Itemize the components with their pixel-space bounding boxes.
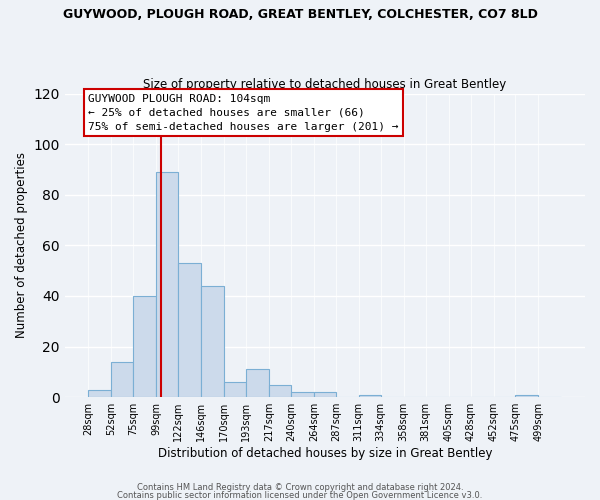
Y-axis label: Number of detached properties: Number of detached properties	[15, 152, 28, 338]
Bar	[359, 394, 381, 397]
Bar	[246, 370, 269, 397]
Bar	[269, 384, 291, 397]
Bar	[291, 392, 314, 397]
Bar	[112, 362, 133, 397]
Bar	[156, 172, 178, 397]
Text: GUYWOOD PLOUGH ROAD: 104sqm
← 25% of detached houses are smaller (66)
75% of sem: GUYWOOD PLOUGH ROAD: 104sqm ← 25% of det…	[88, 94, 399, 132]
Bar	[201, 286, 224, 397]
Bar	[133, 296, 156, 397]
Bar	[314, 392, 336, 397]
Bar	[515, 394, 538, 397]
Text: Contains public sector information licensed under the Open Government Licence v3: Contains public sector information licen…	[118, 490, 482, 500]
X-axis label: Distribution of detached houses by size in Great Bentley: Distribution of detached houses by size …	[158, 447, 492, 460]
Text: GUYWOOD, PLOUGH ROAD, GREAT BENTLEY, COLCHESTER, CO7 8LD: GUYWOOD, PLOUGH ROAD, GREAT BENTLEY, COL…	[62, 8, 538, 20]
Bar	[224, 382, 246, 397]
Bar	[178, 263, 201, 397]
Title: Size of property relative to detached houses in Great Bentley: Size of property relative to detached ho…	[143, 78, 506, 91]
Bar	[88, 390, 112, 397]
Text: Contains HM Land Registry data © Crown copyright and database right 2024.: Contains HM Land Registry data © Crown c…	[137, 484, 463, 492]
